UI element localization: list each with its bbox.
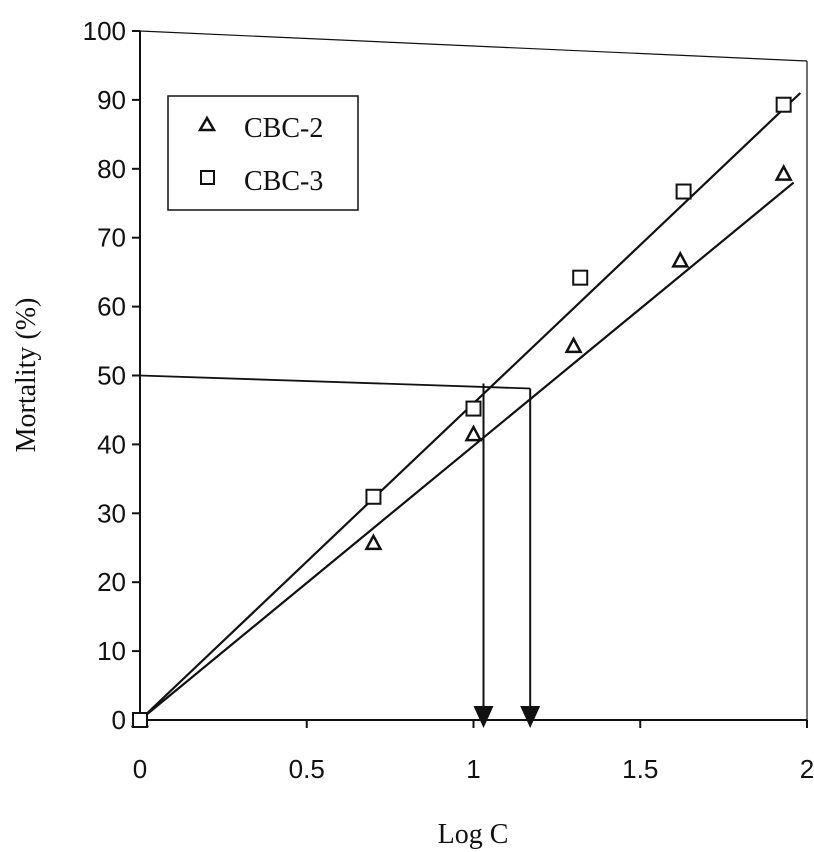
reference-line-50 xyxy=(139,374,531,390)
y-tick-label: 60 xyxy=(97,292,126,322)
point-cbc-3 xyxy=(465,400,482,417)
data-points xyxy=(130,96,793,728)
legend-label-cbc-2: CBC-2 xyxy=(244,113,323,144)
point-cbc-3 xyxy=(775,96,792,113)
x-tick-label: 0.5 xyxy=(289,754,325,784)
point-cbc-2 xyxy=(774,163,793,181)
y-tick-label: 90 xyxy=(97,85,126,115)
y-tick-label: 100 xyxy=(83,16,126,46)
x-axis-title: Log C xyxy=(438,819,509,850)
point-cbc-3 xyxy=(572,269,589,286)
legend-box xyxy=(167,95,359,211)
x-tick-label: 0 xyxy=(133,754,147,784)
point-cbc-3 xyxy=(675,183,692,200)
y-tick-label: 10 xyxy=(97,636,126,666)
y-tick-label: 50 xyxy=(97,361,126,391)
plot-top-border xyxy=(139,30,808,62)
y-tick-label: 0 xyxy=(112,705,126,735)
legend-marker-cbc-3 xyxy=(200,170,215,185)
y-tick-label: 40 xyxy=(97,429,126,459)
legend-marker-cbc-2 xyxy=(197,115,217,132)
x-tick-label: 1.5 xyxy=(622,754,658,784)
x-axis-ticks: 0 0.5 1 1.5 2 xyxy=(133,720,814,784)
reference-lines xyxy=(139,374,541,728)
y-axis-title: Mortality (%) xyxy=(11,298,42,453)
point-cbc-3 xyxy=(365,488,382,505)
point-cbc-2 xyxy=(464,424,483,442)
x-tick-label: 2 xyxy=(800,754,814,784)
arrow-down-icon xyxy=(473,706,494,728)
y-tick-label: 30 xyxy=(97,498,126,528)
trendline-cbc-2 xyxy=(139,181,795,721)
point-cbc-2 xyxy=(364,533,383,551)
y-axis-ticks: 0 10 20 30 40 50 60 70 80 90 100 xyxy=(83,16,140,735)
y-tick-label: 80 xyxy=(97,154,126,184)
point-cbc-2 xyxy=(564,336,583,354)
y-tick-label: 20 xyxy=(97,567,126,597)
legend: CBC-2 CBC-3 xyxy=(167,95,359,211)
point-cbc-3 xyxy=(132,712,148,728)
point-cbc-2 xyxy=(671,250,690,268)
x-tick-label: 1 xyxy=(466,754,480,784)
legend-label-cbc-3: CBC-3 xyxy=(244,166,323,197)
y-tick-label: 70 xyxy=(97,223,126,253)
arrow-down-icon xyxy=(520,706,541,728)
